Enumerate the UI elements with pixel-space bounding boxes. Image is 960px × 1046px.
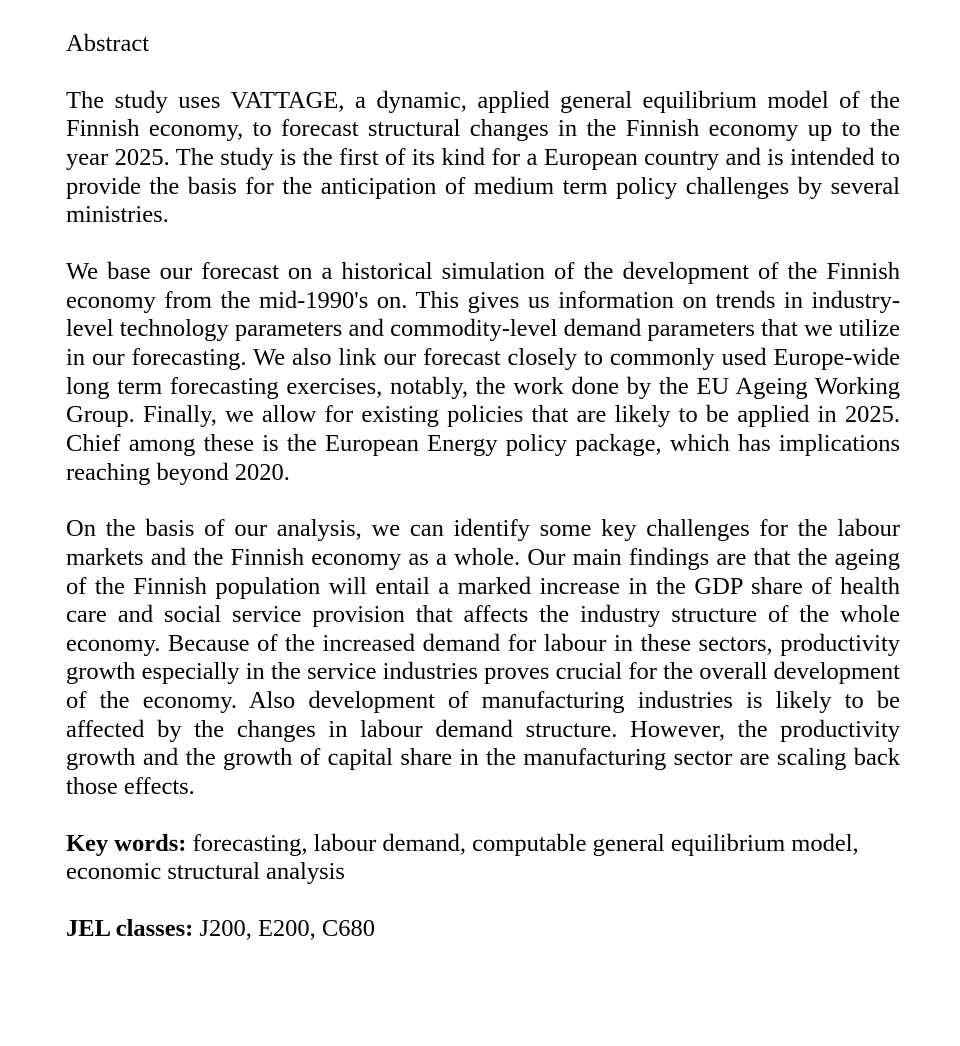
document-page: Abstract The study uses VATTAGE, a dynam… <box>0 0 960 984</box>
abstract-paragraph-3: On the basis of our analysis, we can ide… <box>66 515 900 802</box>
jel-label: JEL classes: <box>66 915 193 942</box>
keywords-line: Key words: forecasting, labour demand, c… <box>66 830 900 887</box>
keywords-label: Key words: <box>66 830 186 857</box>
jel-text: J200, E200, C680 <box>193 915 375 942</box>
abstract-paragraph-2: We base our forecast on a historical sim… <box>66 258 900 487</box>
jel-line: JEL classes: J200, E200, C680 <box>66 915 900 944</box>
abstract-paragraph-1: The study uses VATTAGE, a dynamic, appli… <box>66 87 900 230</box>
abstract-heading: Abstract <box>66 30 900 59</box>
